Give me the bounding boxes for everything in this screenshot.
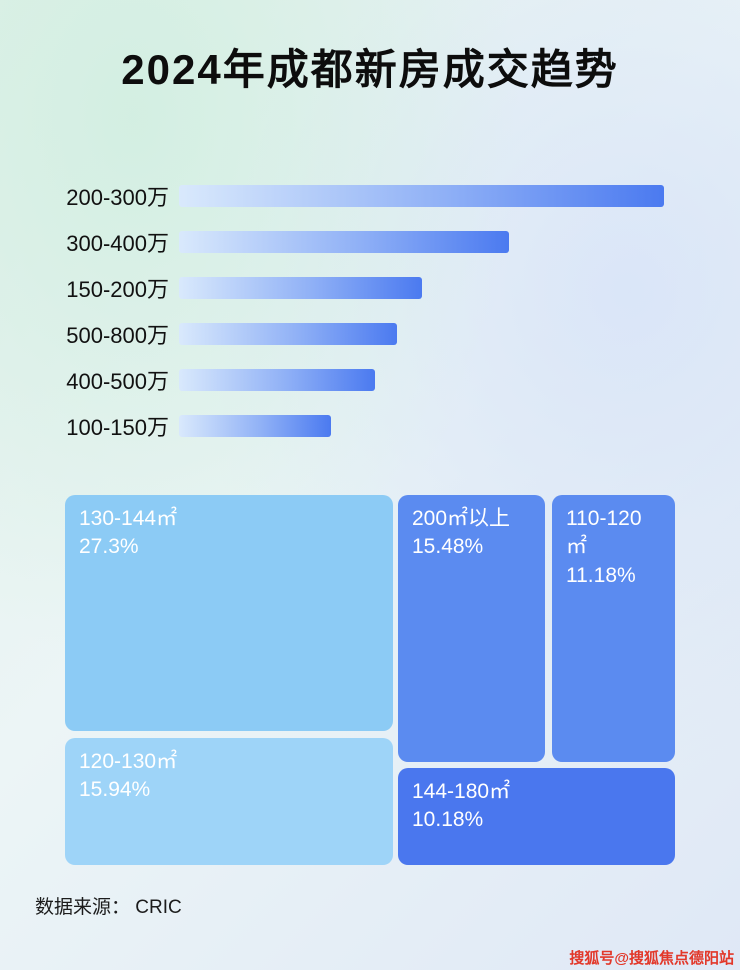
bar-label: 100-150万 [66, 415, 169, 440]
bar-row: 400-500万 [35, 368, 705, 394]
bar-row: 150-200万 [35, 276, 705, 302]
bar-400-500 [179, 369, 375, 391]
bar-100-150 [179, 415, 331, 437]
bar-label: 300-400万 [66, 231, 169, 256]
treemap-block-label: 144-180㎡ [412, 780, 511, 803]
treemap-block-110-120: 110-120㎡ 11.18% [552, 495, 675, 762]
treemap-block-value: 15.94% [79, 778, 151, 802]
bar-row: 300-400万 [35, 230, 705, 256]
bar-label: 150-200万 [66, 277, 169, 302]
price-range-bar-chart: 200-300万 300-400万 150-200万 500-800万 400-… [35, 184, 705, 460]
treemap-block-200-plus: 200㎡以上 15.48% [398, 495, 545, 762]
bar-label: 200-300万 [66, 185, 169, 210]
bar-label: 500-800万 [66, 323, 169, 348]
page-title: 2024年成都新房成交趋势 [121, 46, 619, 93]
treemap-block-value: 15.48% [412, 535, 484, 559]
bar-500-800 [179, 323, 397, 345]
data-source-label: 数据来源： CRIC [35, 897, 182, 918]
area-share-treemap: 130-144㎡ 27.3% 120-130㎡ 15.94% 200㎡以上 15… [65, 495, 675, 865]
watermark: 搜狐号@搜狐焦点德阳站 [569, 950, 734, 967]
bar-row: 100-150万 [35, 414, 705, 440]
treemap-block-label: 130-144㎡ [79, 507, 178, 530]
treemap-block-label: 110-120㎡ [566, 507, 642, 559]
bar-row: 200-300万 [35, 184, 705, 210]
treemap-block-120-130: 120-130㎡ 15.94% [65, 738, 393, 865]
bar-200-300 [179, 185, 664, 207]
treemap-block-value: 11.18% [566, 563, 636, 587]
treemap-block-144-180: 144-180㎡ 10.18% [398, 768, 675, 865]
bar-150-200 [179, 277, 422, 299]
bar-row: 500-800万 [35, 322, 705, 348]
bar-300-400 [179, 231, 509, 253]
treemap-block-label: 200㎡以上 [412, 507, 511, 530]
treemap-block-value: 27.3% [79, 535, 139, 559]
bar-label: 400-500万 [66, 369, 169, 394]
treemap-block-130-144: 130-144㎡ 27.3% [65, 495, 393, 731]
treemap-block-label: 120-130㎡ [79, 750, 178, 773]
treemap-block-value: 10.18% [412, 808, 484, 832]
